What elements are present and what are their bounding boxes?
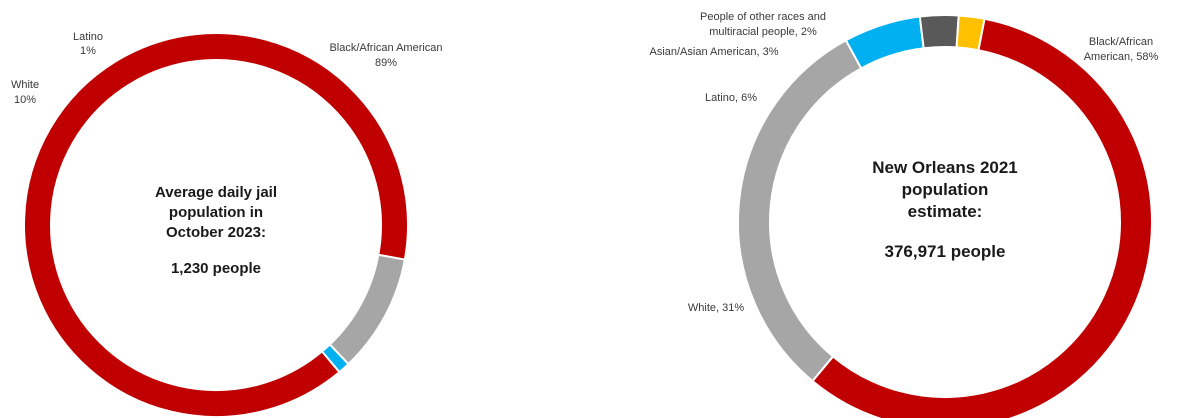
slice-label-white: White 10% — [11, 79, 39, 106]
slice-label-black-african-american: Black/African American 89% — [329, 42, 442, 69]
slice-label-line: Latino — [73, 31, 103, 43]
slice-label-line: Asian/Asian American, 3% — [649, 46, 778, 58]
donut-slice-latino — [320, 343, 350, 374]
slice-label-other-races-multiracial: People of other races and multiracial pe… — [700, 11, 826, 38]
slice-label-line: White — [11, 79, 39, 91]
center-text-line: October 2023: — [166, 224, 266, 241]
donut-slice-asian-asian-american — [918, 14, 960, 50]
slice-label-line: 10% — [14, 94, 36, 106]
donut-slice-latino — [844, 15, 925, 70]
donut-center-text: New Orleans 2021 population estimate: 37… — [872, 158, 1018, 261]
center-text-line: Average daily jail — [155, 184, 277, 201]
donut-slice-black-african-american — [23, 32, 409, 418]
center-text-line: 376,971 people — [885, 242, 1006, 261]
slice-label-black-african-american: Black/African American, 58% — [1084, 36, 1159, 63]
donut-slice-people-of-other-races-and-multiracial-people — [955, 14, 986, 52]
center-text-line: 1,230 people — [171, 260, 261, 277]
jail-population-donut-chart: Black/African American 89% White 10% Lat… — [11, 31, 443, 418]
donut-slice-black-african-american — [811, 17, 1153, 418]
slice-label-line: Latino, 6% — [705, 92, 757, 104]
center-text-line: population — [902, 180, 989, 199]
slice-label-line: American, 58% — [1084, 51, 1159, 63]
slice-label-line: Black/African American — [329, 42, 442, 54]
slice-label-latino: Latino 1% — [73, 31, 103, 57]
slice-label-latino: Latino, 6% — [705, 92, 757, 104]
donut-center-text: Average daily jail population in October… — [155, 184, 277, 277]
slice-label-asian-asian-american: Asian/Asian American, 3% — [649, 46, 778, 58]
city-population-donut-chart: Black/African American, 58% White, 31% L… — [649, 11, 1159, 418]
slice-label-line: 89% — [375, 57, 397, 69]
slice-label-line: People of other races and — [700, 11, 826, 23]
center-text-line: population in — [169, 204, 263, 221]
center-text-line: New Orleans 2021 — [872, 158, 1018, 177]
slice-label-line: 1% — [80, 45, 96, 57]
donut-slice-white — [328, 253, 407, 366]
slice-label-line: Black/African — [1089, 36, 1153, 48]
slice-label-white: White, 31% — [688, 302, 744, 314]
center-text-line: estimate: — [908, 202, 983, 221]
slice-label-line: White, 31% — [688, 302, 744, 314]
slice-label-line: multiracial people, 2% — [709, 26, 817, 38]
